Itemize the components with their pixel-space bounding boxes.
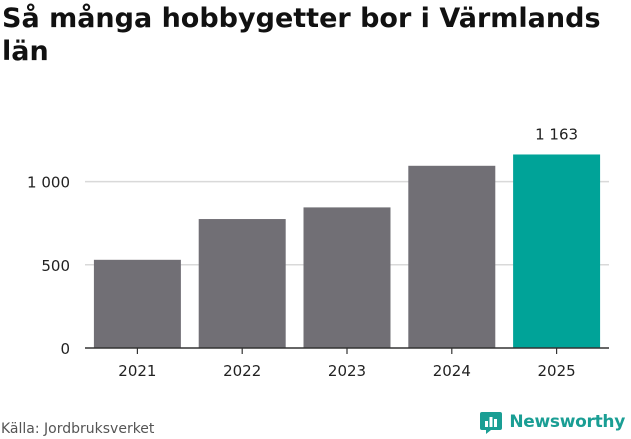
bar-2022 — [198, 219, 286, 348]
bar-2021 — [93, 259, 181, 348]
y-tick-label: 500 — [41, 257, 70, 275]
x-axis: 2021 2022 2023 2024 2025 — [85, 347, 609, 380]
bar-chart: 2021 2022 2023 2024 2025 0 500 1 000 1 163 — [27, 125, 609, 380]
x-tick-label: 2021 — [118, 362, 156, 380]
y-axis: 0 500 1 000 — [27, 174, 70, 358]
brand-name: Newsworthy — [509, 412, 625, 432]
data-label: 1 163 — [535, 125, 578, 143]
source-note: Källa: Jordbruksverket — [1, 421, 155, 437]
x-tick-label: 2023 — [328, 362, 366, 380]
y-tick-label: 1 000 — [27, 174, 70, 192]
y-tick-label: 0 — [60, 340, 70, 358]
x-tick-label: 2024 — [433, 362, 471, 380]
x-tick-label: 2022 — [223, 362, 261, 380]
x-tick-label: 2025 — [538, 362, 576, 380]
chart-title: Så många hobbygetter bor i Värmlands län — [2, 3, 601, 67]
data-labels: 1 163 — [535, 125, 578, 143]
newsworthy-logo-icon — [480, 412, 503, 434]
bar-2023 — [303, 207, 391, 348]
bar-2025 — [513, 154, 601, 348]
bar-2024 — [408, 165, 496, 348]
newsworthy-logo: Newsworthy — [479, 410, 625, 434]
bars — [93, 154, 601, 348]
